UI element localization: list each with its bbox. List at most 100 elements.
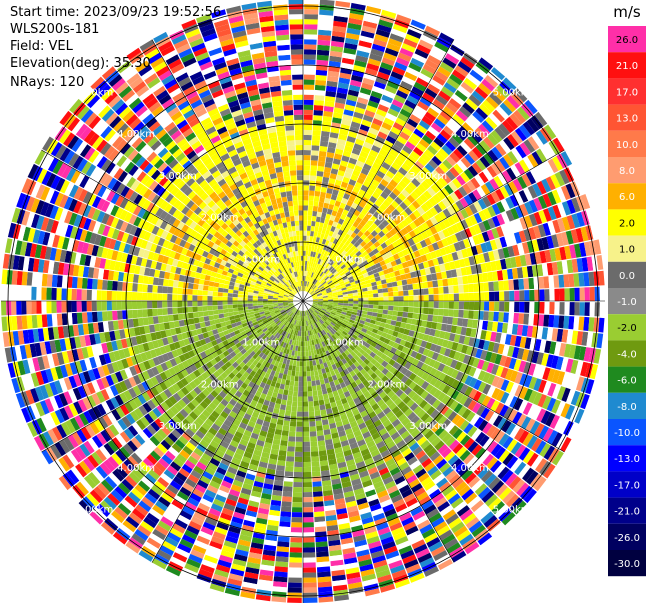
- velocity-gate: [288, 286, 293, 291]
- velocity-gate: [312, 278, 316, 284]
- velocity-gate: [352, 221, 360, 228]
- velocity-gate: [360, 240, 367, 248]
- velocity-gate: [403, 198, 412, 207]
- velocity-gate: [275, 251, 281, 258]
- velocity-gate: [279, 145, 288, 152]
- velocity-gate: [227, 62, 241, 71]
- velocity-gate: [537, 224, 547, 238]
- velocity-gate: [315, 221, 320, 228]
- velocity-gate: [274, 235, 280, 242]
- velocity-gate: [274, 19, 289, 26]
- velocity-gate: [462, 122, 474, 134]
- velocity-gate: [553, 275, 560, 288]
- velocity-gate: [26, 286, 32, 300]
- velocity-gate: [291, 290, 296, 295]
- velocity-gate: [317, 295, 323, 298]
- velocity-gate: [201, 213, 210, 222]
- velocity-gate: [88, 115, 101, 130]
- velocity-gate: [412, 236, 420, 244]
- velocity-gate: [170, 186, 180, 196]
- velocity-gate: [61, 275, 68, 288]
- velocity-gate: [205, 103, 217, 113]
- velocity-gate: [334, 216, 340, 223]
- velocity-gate: [285, 125, 294, 131]
- velocity-gate: [162, 136, 174, 148]
- velocity-gate: [145, 117, 158, 129]
- velocity-gate: [320, 272, 326, 278]
- velocity-gate: [237, 297, 243, 301]
- velocity-gate: [294, 261, 298, 267]
- velocity-gate: [478, 221, 487, 233]
- velocity-gate: [346, 222, 353, 230]
- velocity-gate: [169, 196, 178, 206]
- velocity-gate: [304, 19, 318, 25]
- velocity-gate: [206, 208, 214, 217]
- velocity-gate: [285, 253, 289, 259]
- velocity-gate: [242, 138, 252, 146]
- velocity-gate: [386, 80, 400, 90]
- velocity-gate: [127, 282, 133, 292]
- velocity-gate: [240, 155, 249, 163]
- velocity-gate: [303, 280, 305, 286]
- velocity-gate: [269, 136, 278, 144]
- velocity-gate: [278, 54, 291, 61]
- velocity-gate: [433, 203, 443, 214]
- velocity-gate: [448, 98, 462, 110]
- velocity-gate: [380, 191, 389, 200]
- velocity-gate: [213, 282, 220, 288]
- velocity-gate: [180, 142, 191, 152]
- velocity-gate: [420, 254, 428, 263]
- velocity-gate: [400, 274, 407, 281]
- velocity-gate: [221, 113, 233, 122]
- velocity-gate: [249, 244, 256, 251]
- velocity-gate: [330, 168, 339, 175]
- velocity-gate: [418, 39, 434, 50]
- velocity-gate: [258, 258, 264, 264]
- velocity-gate: [569, 287, 575, 301]
- velocity-gate: [579, 287, 585, 301]
- velocity-gate: [187, 282, 194, 289]
- velocity-gate: [594, 286, 600, 301]
- velocity-gate: [308, 200, 314, 206]
- velocity-gate: [315, 185, 322, 192]
- velocity-gate: [374, 157, 384, 166]
- velocity-gate: [368, 251, 375, 258]
- velocity-gate: [292, 89, 303, 95]
- velocity-gate: [242, 7, 258, 16]
- velocity-gate: [364, 263, 371, 269]
- velocity-gate: [446, 253, 454, 262]
- velocity-gate: [278, 244, 284, 251]
- velocity-gate: [136, 125, 149, 137]
- velocity-gate: [252, 57, 266, 65]
- velocity-gate: [139, 159, 150, 171]
- velocity-gate: [116, 155, 127, 168]
- velocity-gate: [395, 205, 404, 214]
- velocity-gate: [161, 151, 172, 162]
- velocity-gate: [269, 210, 275, 217]
- velocity-gate: [290, 278, 294, 284]
- velocity-gate: [404, 172, 415, 182]
- velocity-gate: [279, 273, 284, 279]
- velocity-gate: [358, 212, 366, 220]
- velocity-gate: [408, 295, 414, 301]
- velocity-gate: [207, 107, 220, 117]
- velocity-gate: [254, 263, 260, 269]
- velocity-gate: [388, 255, 395, 263]
- velocity-gate: [396, 135, 408, 145]
- velocity-gate: [264, 50, 278, 58]
- velocity-gate: [338, 254, 344, 260]
- velocity-gate: [443, 294, 449, 301]
- velocity-gate: [214, 318, 221, 325]
- velocity-gate: [271, 146, 280, 154]
- velocity-gate: [187, 288, 193, 295]
- velocity-gate: [275, 257, 281, 263]
- velocity-gate: [469, 203, 478, 215]
- velocity-gate: [185, 164, 196, 174]
- velocity-gate: [236, 222, 243, 230]
- velocity-gate: [31, 301, 37, 315]
- velocity-gate: [500, 224, 509, 236]
- velocity-gate: [290, 44, 303, 50]
- velocity-gate: [287, 287, 292, 292]
- velocity-gate: [248, 253, 255, 260]
- velocity-gate: [168, 158, 179, 169]
